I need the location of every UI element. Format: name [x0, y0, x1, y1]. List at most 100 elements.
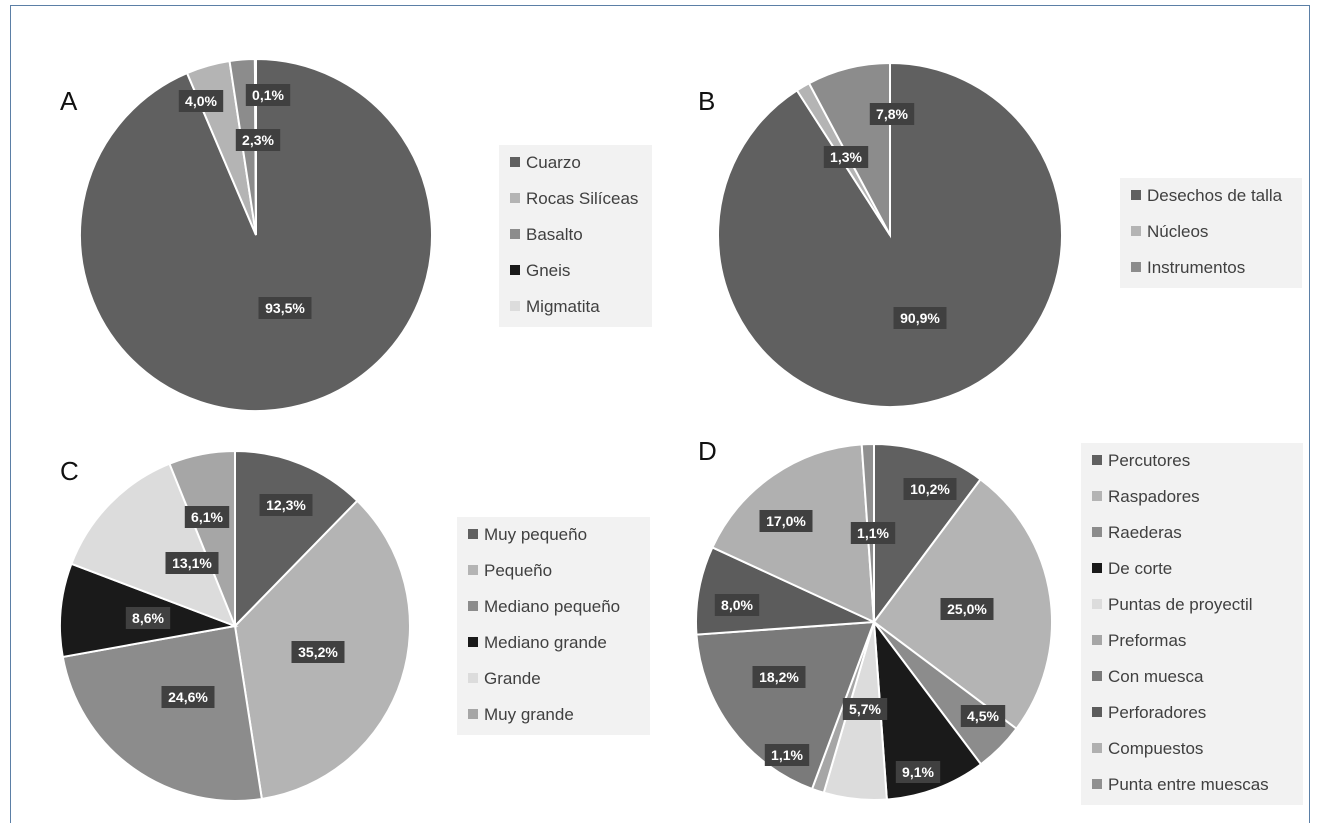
data-label-box — [940, 598, 994, 620]
legend-entry: Con muesca — [1108, 667, 1204, 686]
legend-swatch — [468, 709, 478, 719]
data-label: 35,2% — [298, 644, 338, 660]
legend-swatch — [510, 301, 520, 311]
data-label-box — [259, 494, 313, 516]
legend-swatch — [1092, 671, 1102, 681]
legend-entry: Muy grande — [484, 705, 574, 724]
legend-swatch — [1131, 262, 1141, 272]
data-label: 1,1% — [771, 747, 803, 763]
legend-swatch — [1092, 779, 1102, 789]
legend: Percutores Raspadores Raederas De corte Punt… — [1081, 443, 1303, 805]
legend-entry: Raspadores — [1108, 487, 1200, 506]
legend-swatch — [1092, 527, 1102, 537]
data-label-box — [869, 103, 915, 125]
data-label: 5,7% — [849, 701, 881, 717]
legend-entry: Instrumentos — [1147, 258, 1245, 277]
data-label-box — [823, 146, 869, 168]
data-label: 10,2% — [910, 481, 950, 497]
legend-entry: Preformas — [1108, 631, 1186, 650]
data-label: 13,1% — [172, 555, 212, 571]
legend-entry: Gneis — [526, 261, 570, 280]
legend-entry: De corte — [1108, 559, 1172, 578]
data-label-box — [178, 90, 224, 112]
panel-letter: D — [698, 436, 717, 466]
data-label-box — [258, 297, 312, 319]
data-label-box — [161, 686, 215, 708]
legend-entry: Migmatita — [526, 297, 600, 316]
legend-swatch — [510, 265, 520, 275]
data-label: 1,1% — [857, 525, 889, 541]
legend-entry: Puntas de proyectil — [1108, 595, 1253, 614]
panel-letter: C — [60, 456, 79, 486]
legend-entry: Perforadores — [1108, 703, 1206, 722]
legend-entry: Mediano pequeño — [484, 597, 620, 616]
data-label: 8,0% — [721, 597, 753, 613]
legend-entry: Basalto — [526, 225, 583, 244]
pie-slice-con-muesca — [695, 620, 876, 791]
legend-swatch — [1092, 635, 1102, 645]
data-label: 17,0% — [766, 513, 806, 529]
legend-entry: Grande — [484, 669, 541, 688]
legend-swatch — [1131, 226, 1141, 236]
legend-swatch — [1092, 455, 1102, 465]
pie-chart-b: B 90,9% 1,3% 7,8% Desechos de talla Núcleos In… — [698, 61, 1302, 408]
data-label: 90,9% — [900, 310, 940, 326]
legend-entry: Rocas Silíceas — [526, 189, 638, 208]
legend-entry: Cuarzo — [526, 153, 581, 172]
data-label: 93,5% — [265, 300, 305, 316]
panel-letter: A — [60, 86, 78, 116]
pie-slice-compuestos — [711, 443, 876, 624]
legend-swatch — [1092, 491, 1102, 501]
legend-entry: Muy pequeño — [484, 525, 587, 544]
legend-swatch — [468, 565, 478, 575]
legend-swatch — [468, 529, 478, 539]
pie-chart-c: C 12,3% 35,2% 24,6% 8,6% 13,1% 6,1% Muy pequeño… — [59, 449, 650, 802]
data-label-box — [895, 761, 941, 783]
data-label: 4,0% — [185, 93, 217, 109]
legend-swatch — [1131, 190, 1141, 200]
data-label: 0,1% — [252, 87, 284, 103]
data-label-box — [184, 506, 230, 528]
legend-swatch — [1092, 563, 1102, 573]
pie-slice-grande — [70, 462, 237, 628]
legend-entry: Percutores — [1108, 451, 1190, 470]
legend-swatch — [510, 229, 520, 239]
data-label: 4,5% — [967, 708, 999, 724]
data-label-box — [764, 744, 810, 766]
figure-frame — [10, 5, 1310, 823]
legend-swatch — [1092, 707, 1102, 717]
data-label-box — [850, 522, 896, 544]
legend-swatch — [510, 193, 520, 203]
legend-swatch — [1092, 743, 1102, 753]
data-label-box — [235, 129, 281, 151]
data-label-box — [842, 698, 888, 720]
data-label: 6,1% — [191, 509, 223, 525]
data-label: 2,3% — [242, 132, 274, 148]
data-label-box — [893, 307, 947, 329]
legend-box — [1081, 443, 1303, 805]
legend: Desechos de talla Núcleos Instrumentos — [1120, 178, 1302, 288]
data-label: 25,0% — [947, 601, 987, 617]
data-label: 7,8% — [876, 106, 908, 122]
legend-entry: Punta entre muescas — [1108, 775, 1269, 794]
data-label: 18,2% — [759, 669, 799, 685]
pie-slice-de-corte — [872, 618, 983, 801]
data-label-box — [291, 641, 345, 663]
legend-entry: Pequeño — [484, 561, 552, 580]
pie-slice-muy-grande — [168, 449, 236, 627]
data-label-box — [125, 607, 171, 629]
pie-slice-mediano-peque-o — [61, 624, 264, 802]
legend-entry: Núcleos — [1147, 222, 1208, 241]
data-label-box — [165, 552, 219, 574]
legend: Muy pequeño Pequeño Mediano pequeño Mediano… — [457, 517, 650, 735]
data-label-box — [752, 666, 806, 688]
legend-swatch — [468, 601, 478, 611]
legend-entry: Desechos de talla — [1147, 186, 1283, 205]
legend-entry: Raederas — [1108, 523, 1182, 542]
legend-swatch — [1092, 599, 1102, 609]
legend-box — [1120, 178, 1302, 288]
legend-box — [457, 517, 650, 735]
data-label: 24,6% — [168, 689, 208, 705]
data-label-box — [714, 594, 760, 616]
